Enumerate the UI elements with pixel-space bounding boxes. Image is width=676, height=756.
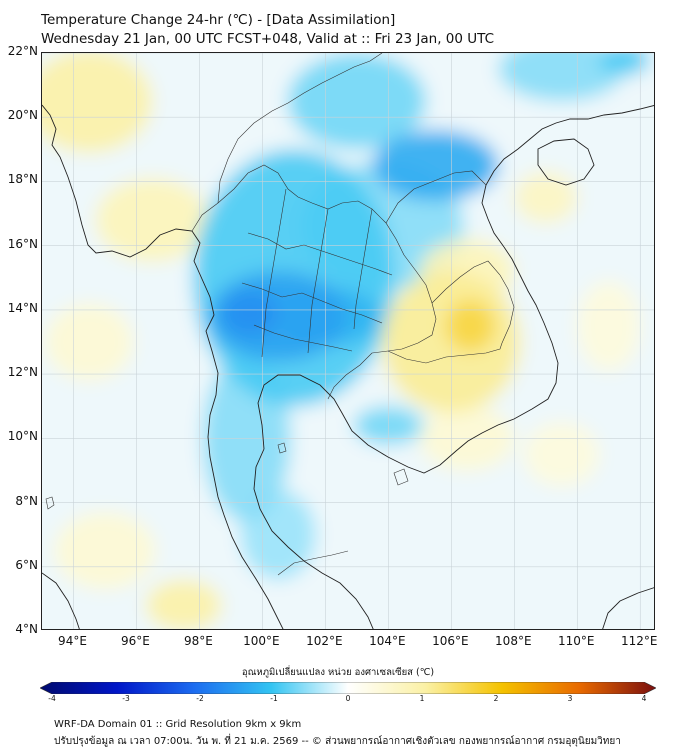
islands	[45, 442, 409, 510]
field-blob	[523, 422, 600, 487]
colorbar	[39, 679, 657, 695]
lat-tick-label: 6°N	[15, 557, 38, 572]
colorbar-svg	[39, 681, 657, 695]
colorbar-title: อุณหภูมิเปลี่ยนแปลง หน่วย องศาเซลเซียส (…	[241, 667, 435, 678]
border-thai-provinces-3	[253, 324, 353, 352]
field-blob	[372, 130, 499, 201]
field-blob	[498, 53, 625, 102]
field-blob	[42, 53, 153, 153]
border-thai-provinces-5	[307, 208, 329, 354]
field-blob	[577, 280, 641, 371]
border-laos-vietnam	[385, 170, 487, 224]
lon-tick-label: 102°E	[306, 634, 343, 648]
lon-tick-label: 94°E	[58, 634, 87, 648]
border-thai-provinces-6	[353, 208, 373, 330]
border-thai-laos	[371, 254, 437, 354]
coastline-hainan	[537, 138, 595, 186]
lat-tick-label: 4°N	[15, 622, 38, 636]
border-myanmar-china	[217, 53, 383, 204]
chart-title: Temperature Change 24-hr (℃) - [Data Ass…	[41, 12, 396, 28]
lon-tick-label: 96°E	[121, 634, 150, 648]
field-blob	[221, 290, 279, 336]
lon-tick-label: 98°E	[183, 634, 213, 648]
coastline-myanmar-west	[42, 104, 215, 316]
country-borders	[191, 53, 515, 576]
field-blob	[54, 512, 156, 590]
lat-tick-label: 22°N	[7, 44, 38, 58]
coastline-malaysia	[602, 587, 654, 629]
border-thai-provinces-4	[261, 188, 287, 358]
border-thai-malaysia	[277, 550, 349, 576]
field-blob	[95, 178, 209, 262]
border-thai-provinces-1	[247, 232, 393, 276]
field-blob	[287, 53, 427, 150]
coastline-andaman-west	[205, 314, 284, 629]
coastlines	[42, 104, 654, 629]
colorbar-tick-label: -3	[122, 694, 130, 703]
lon-tick-label: 112°E	[621, 634, 658, 648]
border-thai-provinces-2	[241, 282, 383, 324]
lon-tick-label: 100°E	[243, 634, 280, 648]
field-blob	[514, 171, 578, 224]
colorbar-tick-label: 0	[345, 694, 351, 703]
coastline-sumatra	[42, 572, 80, 629]
border-thai-cambodia	[327, 352, 373, 400]
lon-tick-label: 108°E	[495, 634, 532, 648]
island-nicobar	[45, 496, 55, 510]
map-panel	[41, 52, 655, 630]
colorbar-fill	[39, 681, 657, 695]
lat-tick-label: 10°N	[7, 429, 38, 444]
colorbar-tick-label: 1	[419, 694, 425, 703]
field-blob	[599, 53, 650, 76]
lat-tick-label: 20°N	[7, 108, 38, 123]
field-blob	[445, 300, 496, 352]
border-thai-myanmar	[191, 164, 405, 256]
border-cambodia-vietnam	[387, 342, 503, 364]
colorbar-tick-label: 4	[641, 694, 647, 703]
island-phuquoc	[393, 468, 409, 486]
colorbar-tick-label: -2	[196, 694, 204, 703]
chart-subtitle: Wednesday 21 Jan, 00 UTC FCST+048, Valid…	[41, 31, 495, 47]
colorbar-tick-label: -4	[48, 694, 56, 703]
lat-tick-label: 8°N	[15, 493, 38, 508]
temperature-field	[42, 53, 654, 629]
lon-tick-label: 104°E	[369, 634, 406, 648]
footer-model-info: WRF-DA Domain 01 :: Grid Resolution 9km …	[54, 719, 302, 730]
lat-tick-label: 18°N	[7, 172, 38, 187]
field-blob	[145, 579, 222, 629]
field-blob	[45, 303, 134, 381]
footer-credits: ปรับปรุงข้อมูล ณ เวลา 07:00น. วัน พ. ที่…	[54, 736, 621, 747]
border-laos-vietnam-south	[431, 260, 515, 344]
lon-tick-label: 110°E	[558, 634, 595, 648]
lat-tick-label: 14°N	[7, 300, 38, 315]
coastline-peninsula-east	[253, 448, 374, 629]
coastline-vietnam-north	[481, 105, 654, 248]
lat-tick-label: 12°N	[7, 365, 38, 380]
colorbar-tick-label: 3	[567, 694, 573, 703]
island-samui	[277, 442, 287, 454]
gridlines	[42, 53, 654, 629]
lat-tick-label: 16°N	[7, 236, 38, 251]
coastline-gulf-head	[257, 246, 559, 474]
map-canvas	[42, 53, 654, 629]
colorbar-tick-label: -1	[270, 694, 278, 703]
lon-tick-label: 106°E	[432, 634, 469, 648]
colorbar-tick-label: 2	[493, 694, 499, 703]
